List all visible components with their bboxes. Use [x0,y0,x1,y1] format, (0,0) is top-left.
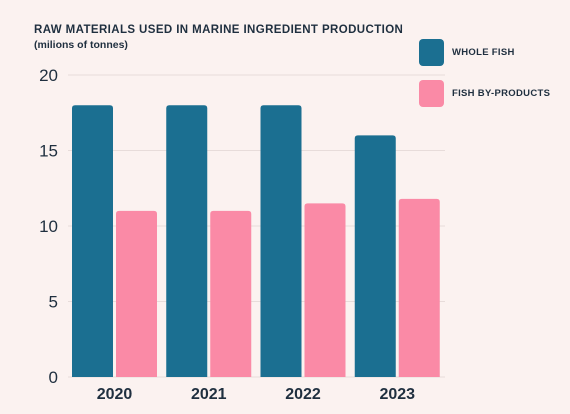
legend-label-fish-by-products: FISH BY-PRODUCTS [452,88,551,99]
x-tick-label-2022: 2022 [285,386,321,403]
y-tick-label-5: 5 [49,293,58,312]
chart-subtitle: (milions of tonnes) [34,39,128,51]
legend-swatch-fish-by-products [419,80,444,107]
y-tick-label-0: 0 [49,368,58,387]
legend-swatch-whole-fish [419,39,444,66]
x-tick-label-2023: 2023 [379,386,415,403]
y-tick-label-20: 20 [39,66,58,85]
legend-item-whole-fish: WHOLE FISH [419,39,515,66]
bar-whole-fish-2021 [166,105,208,377]
bar-whole-fish-2022 [260,105,302,377]
bar-fish-by-products-2023 [398,198,440,377]
bar-fish-by-products-2022 [304,203,346,377]
legend-item-fish-by-products: FISH BY-PRODUCTS [419,80,550,107]
x-tick-label-2020: 2020 [97,386,133,403]
bar-whole-fish-2020 [72,105,113,377]
legend-label-whole-fish: WHOLE FISH [452,47,515,58]
bar-whole-fish-2023 [354,135,396,377]
x-tick-label-2021: 2021 [191,386,227,403]
bars [72,105,440,377]
bar-fish-by-products-2020 [116,210,157,377]
y-tick-label-10: 10 [39,217,58,236]
bar-fish-by-products-2021 [210,210,252,377]
chart-title: RAW MATERIALS USED IN MARINE INGREDIENT … [34,24,404,36]
y-tick-label-15: 15 [39,142,58,161]
